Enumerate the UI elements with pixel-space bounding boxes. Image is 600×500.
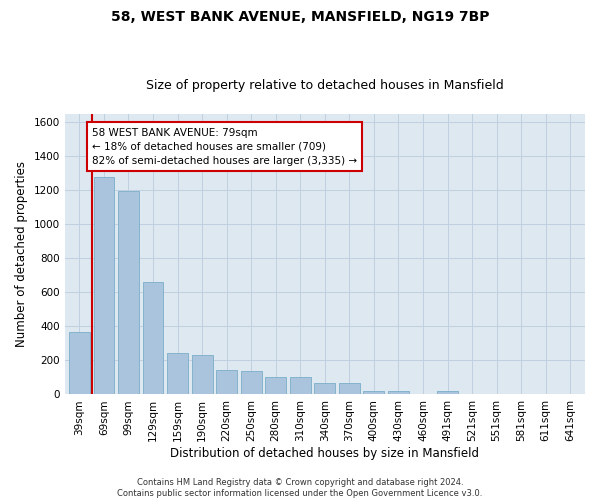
Bar <box>314 382 335 394</box>
Bar <box>290 378 311 394</box>
Text: Contains HM Land Registry data © Crown copyright and database right 2024.
Contai: Contains HM Land Registry data © Crown c… <box>118 478 482 498</box>
Bar <box>339 384 360 394</box>
Bar <box>143 282 163 395</box>
Bar <box>265 376 286 394</box>
Bar <box>241 370 262 394</box>
Bar <box>118 192 139 394</box>
Bar <box>364 391 385 394</box>
Bar <box>94 177 115 394</box>
Text: 58 WEST BANK AVENUE: 79sqm
← 18% of detached houses are smaller (709)
82% of sem: 58 WEST BANK AVENUE: 79sqm ← 18% of deta… <box>92 128 357 166</box>
Bar <box>388 391 409 394</box>
Bar <box>69 332 90 394</box>
Bar <box>216 370 237 394</box>
Bar <box>167 353 188 395</box>
Text: 58, WEST BANK AVENUE, MANSFIELD, NG19 7BP: 58, WEST BANK AVENUE, MANSFIELD, NG19 7B… <box>111 10 489 24</box>
Title: Size of property relative to detached houses in Mansfield: Size of property relative to detached ho… <box>146 79 504 92</box>
Bar <box>437 391 458 394</box>
X-axis label: Distribution of detached houses by size in Mansfield: Distribution of detached houses by size … <box>170 447 479 460</box>
Y-axis label: Number of detached properties: Number of detached properties <box>15 161 28 347</box>
Bar <box>191 354 212 395</box>
